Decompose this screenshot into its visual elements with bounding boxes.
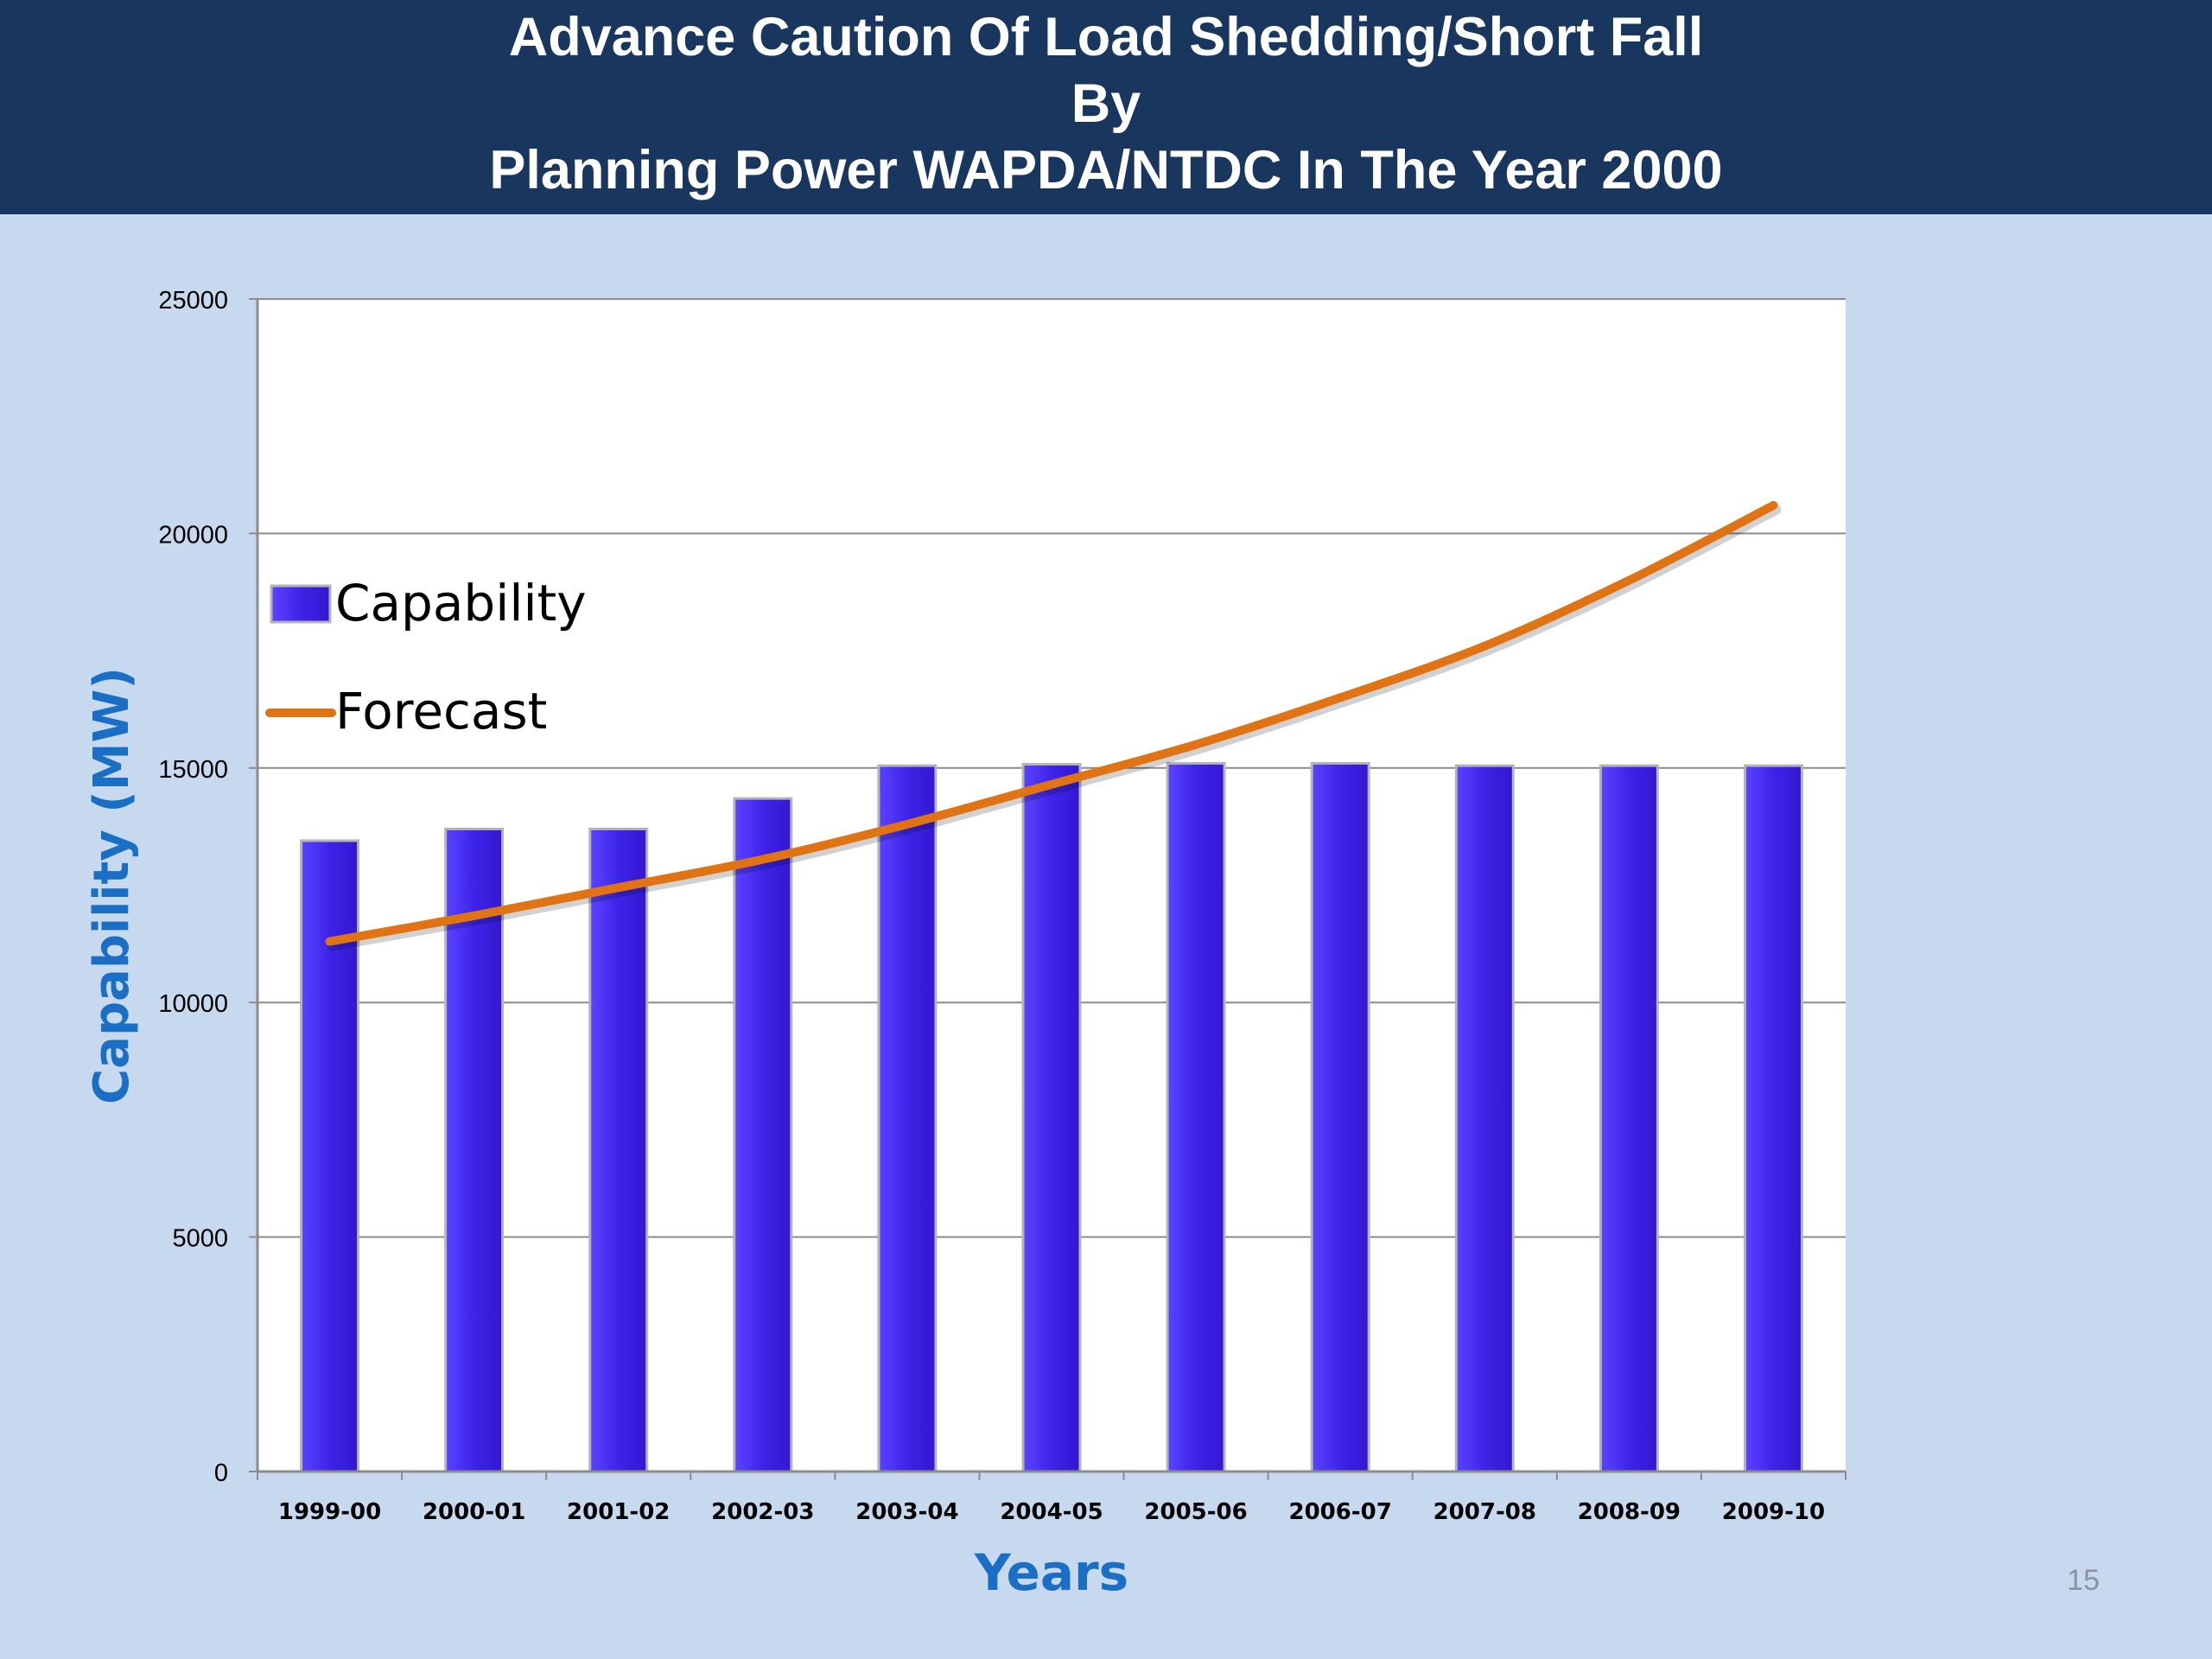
y-tick-label: 10000 <box>158 990 228 1018</box>
y-tick-label: 0 <box>214 1459 228 1487</box>
x-tick-label: 2004-05 <box>1000 1499 1103 1525</box>
page-number: 15 <box>2067 1564 2100 1597</box>
capability-bar <box>1166 761 1226 1473</box>
x-tick-label: 2007-08 <box>1433 1499 1536 1525</box>
x-tick-label: 2009-10 <box>1722 1499 1825 1525</box>
legend-swatch-capability <box>270 584 332 624</box>
y-tick-label: 20000 <box>158 521 228 549</box>
x-tick-label: 2005-06 <box>1144 1499 1247 1525</box>
legend-label-capability: Capability <box>335 574 587 632</box>
forecast-line <box>325 500 1778 946</box>
x-tick-label: 2001-02 <box>567 1499 670 1525</box>
capability-bar <box>1454 764 1515 1473</box>
x-tick-label: 2000-01 <box>423 1499 525 1525</box>
y-tick-label: 15000 <box>158 756 228 784</box>
forecast-line-shadow <box>327 504 1782 951</box>
y-tick-label: 25000 <box>158 287 228 315</box>
capability-bar <box>588 827 649 1473</box>
y-tick-label: 5000 <box>172 1225 228 1253</box>
title-line-3: Planning Power WAPDA/NTDC In The Year 20… <box>489 140 1723 200</box>
capability-bar <box>1599 764 1659 1473</box>
x-tick-label: 1999-00 <box>278 1499 381 1525</box>
x-tick-label: 2006-07 <box>1289 1499 1392 1525</box>
capability-bar <box>444 827 505 1473</box>
capability-bar <box>1310 761 1370 1473</box>
capability-bar <box>1021 762 1082 1473</box>
x-axis-title: Years <box>974 1543 1128 1602</box>
title-banner: Advance Caution Of Load Shedding/Short F… <box>0 0 2212 214</box>
x-tick-label: 2003-04 <box>855 1499 958 1525</box>
title-line-2: By <box>1071 73 1141 134</box>
title-line-1: Advance Caution Of Load Shedding/Short F… <box>508 7 1704 67</box>
x-tick-label: 2002-03 <box>711 1499 814 1525</box>
legend-label-forecast: Forecast <box>335 682 547 741</box>
capability-bar <box>877 764 938 1473</box>
x-tick-label: 2008-09 <box>1578 1499 1681 1525</box>
capability-bar <box>733 797 793 1473</box>
capability-bar <box>1743 764 1803 1473</box>
y-axis-title: Capability (MW) <box>84 667 140 1104</box>
